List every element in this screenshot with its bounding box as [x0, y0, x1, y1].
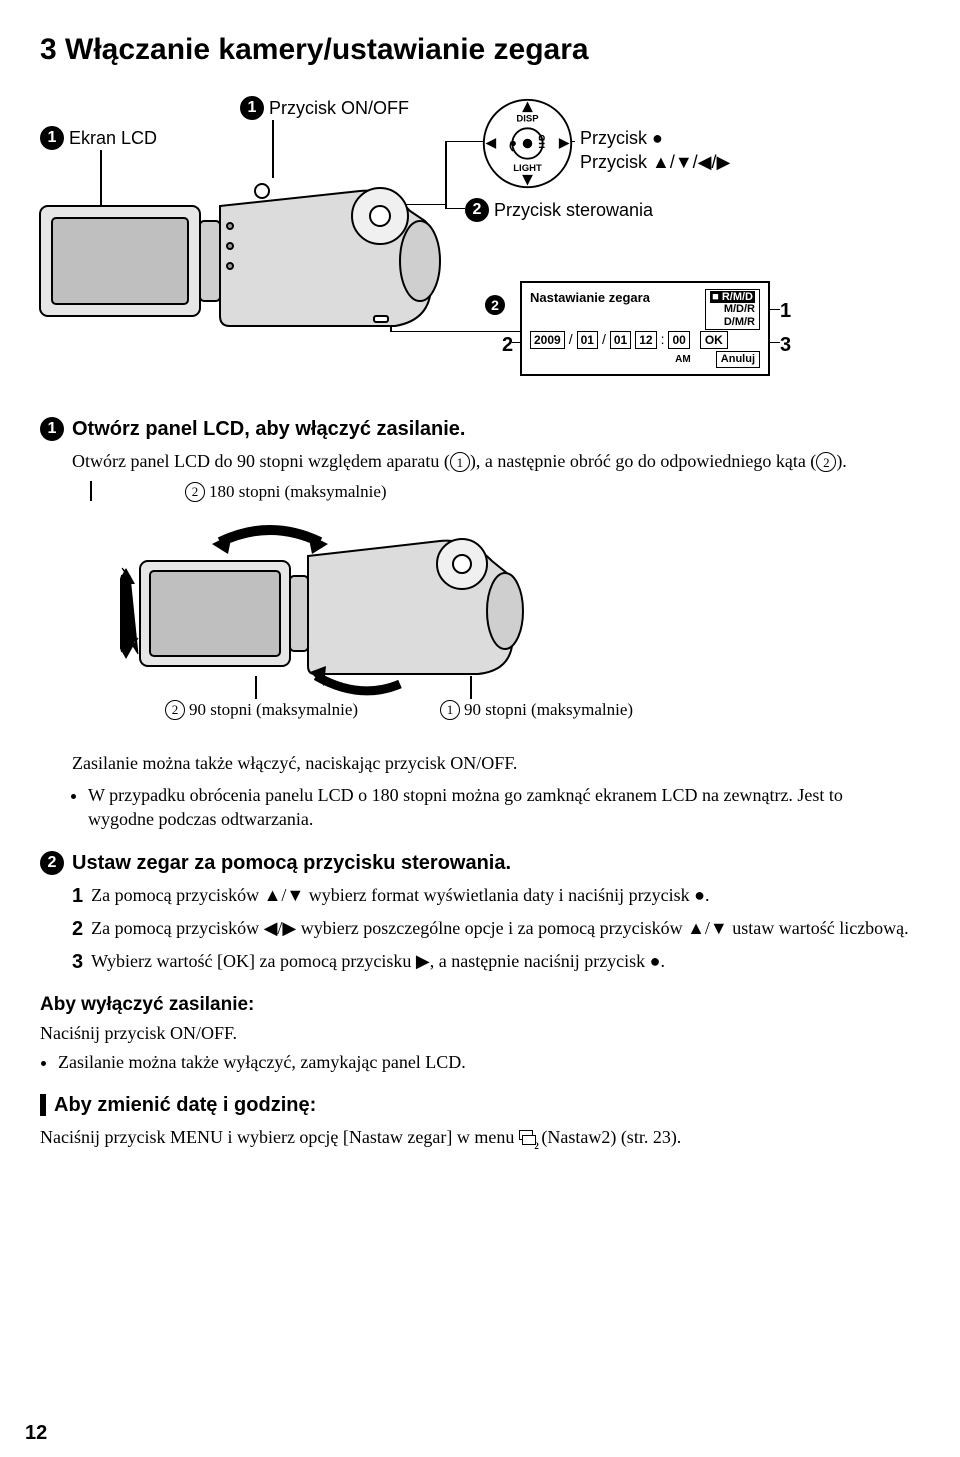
caption-180-text: 180 stopni (maksymalnie) [209, 481, 387, 504]
clock-callout-1: 1 [780, 298, 791, 325]
step1-body: Otwórz panel LCD do 90 stopni względem a… [72, 449, 910, 473]
ref-2c-icon: 2 [165, 700, 185, 720]
step2-heading-text: Ustaw zegar za pomocą przycisku sterowan… [72, 850, 511, 877]
substep-3-text: Wybierz wartość [OK] za pomocą przycisku… [91, 949, 665, 976]
ref-2b-icon: 2 [185, 482, 205, 502]
change-date-heading-text: Aby zmienić datę i godzinę: [54, 1092, 316, 1119]
poweroff-bullets: Zasilanie można także wyłączyć, zamykają… [58, 1050, 910, 1074]
rotation-diagram: 2 180 stopni (maksymalnie) [90, 481, 910, 741]
ref-2-icon: 2 [816, 452, 836, 472]
arrows-btn-label: Przycisk ▲/▼/◀/▶ [580, 150, 730, 174]
leader-line [770, 342, 780, 344]
callout-1-icon: 1 [40, 126, 64, 150]
min-seg: 00 [668, 331, 689, 349]
clock-callout-b: 2 [485, 292, 505, 319]
step1-num-icon: 1 [40, 417, 64, 441]
settings2-icon: 2 [519, 1130, 537, 1148]
fmt-selected: ■ R/M/D [710, 291, 755, 304]
substep-3-num: 3 [72, 949, 83, 976]
leader-line [90, 481, 92, 501]
step1-bullet2: W przypadku obrócenia panelu LCD o 180 s… [88, 783, 910, 832]
year-seg: 2009 [530, 331, 565, 349]
step2-substeps: 1 Za pomocą przycisków ▲/▼ wybierz forma… [72, 883, 910, 976]
substep-2: 2 Za pomocą przycisków ◀/▶ wybierz poszc… [72, 916, 910, 943]
step1-heading: 1 Otwórz panel LCD, aby włączyć zasilani… [40, 416, 910, 443]
cancel-button-label: Anuluj [716, 351, 760, 368]
lcd-label-text: Ekran LCD [69, 126, 157, 150]
fmt-option: M/D/R [710, 303, 755, 316]
dpad-illustration: DISP LIGHT [480, 96, 575, 191]
leader-line [470, 676, 472, 699]
substep-2-num: 2 [72, 916, 83, 943]
step2-num-icon: 2 [40, 851, 64, 875]
date-line: 2009/ 01/ 01 12: 00 OK [530, 330, 760, 349]
clock-callout-2: 2 [502, 332, 513, 359]
ref-1-icon: 1 [450, 452, 470, 472]
caption-180: 2 180 stopni (maksymalnie) [185, 481, 387, 504]
page-title: 3 Włączanie kamery/ustawianie zegara [40, 30, 910, 71]
clock-screen: ■ R/M/D M/D/R D/M/R Nastawianie zegara 2… [520, 281, 770, 377]
ref-1b-icon: 1 [440, 700, 460, 720]
leader-line [512, 342, 520, 344]
date-format-list: ■ R/M/D M/D/R D/M/R [705, 289, 760, 331]
day-seg: 01 [610, 331, 631, 349]
poweroff-bullet: Zasilanie można także wyłączyć, zamykają… [58, 1050, 910, 1074]
change-date-line: Naciśnij przycisk MENU i wybierz opcję [… [40, 1125, 910, 1149]
change-date-heading: Aby zmienić datę i godzinę: [40, 1092, 910, 1119]
poweroff-heading: Aby wyłączyć zasilanie: [40, 992, 910, 1018]
ok-button-label: OK [700, 331, 728, 349]
dpad-light-label: LIGHT [513, 163, 542, 174]
dpad-disp-label: DISP [516, 113, 539, 124]
onoff-label: 1 Przycisk ON/OFF [240, 96, 409, 120]
clock-callout-3: 3 [780, 332, 791, 359]
top-diagram: 1 Ekran LCD 1 Przycisk ON/OFF Przycisk ●… [40, 96, 910, 396]
caption-90-2: 2 90 stopni (maksymalnie) [165, 699, 358, 722]
mon-seg: 01 [577, 331, 598, 349]
control-label-text: Przycisk sterowania [494, 198, 653, 222]
step2-heading: 2 Ustaw zegar za pomocą przycisku sterow… [40, 850, 910, 877]
center-btn-label: Przycisk ● [580, 126, 663, 150]
center-arrow-labels: Przycisk ● Przycisk ▲/▼/◀/▶ [580, 126, 730, 175]
substep-1-text: Za pomocą przycisków ▲/▼ wybierz format … [91, 883, 709, 910]
caption-90-1: 1 90 stopni (maksymalnie) [440, 699, 633, 722]
page-number: 12 [25, 1420, 47, 1447]
camera-illustration [30, 166, 450, 346]
step1-heading-text: Otwórz panel LCD, aby włączyć zasilanie. [72, 416, 465, 443]
substep-1-num: 1 [72, 883, 83, 910]
step1-bullets: W przypadku obrócenia panelu LCD o 180 s… [88, 783, 910, 832]
callout-2-icon: 2 [465, 198, 489, 222]
callout-1b-icon: 1 [240, 96, 264, 120]
fmt-option: D/M/R [710, 316, 755, 329]
ampm-label: AM [675, 353, 691, 367]
lcd-label: 1 Ekran LCD [40, 126, 157, 150]
leader-line [255, 676, 257, 699]
callout-2b-icon: 2 [485, 295, 505, 315]
poweroff-line: Naciśnij przycisk ON/OFF. [40, 1021, 910, 1045]
substep-1: 1 Za pomocą przycisków ▲/▼ wybierz forma… [72, 883, 910, 910]
caption-90-2-text: 90 stopni (maksymalnie) [189, 699, 358, 722]
step1-bullet1: Zasilanie można także włączyć, naciskają… [72, 751, 910, 775]
control-label: 2 Przycisk sterowania [465, 198, 653, 222]
rotation-illustration [120, 506, 540, 706]
substep-2-text: Za pomocą przycisków ◀/▶ wybierz poszcze… [91, 916, 909, 943]
onoff-label-text: Przycisk ON/OFF [269, 96, 409, 120]
caption-90-1-text: 90 stopni (maksymalnie) [464, 699, 633, 722]
substep-3: 3 Wybierz wartość [OK] za pomocą przycis… [72, 949, 910, 976]
leader-line [770, 309, 780, 311]
hour-seg: 12 [635, 331, 656, 349]
